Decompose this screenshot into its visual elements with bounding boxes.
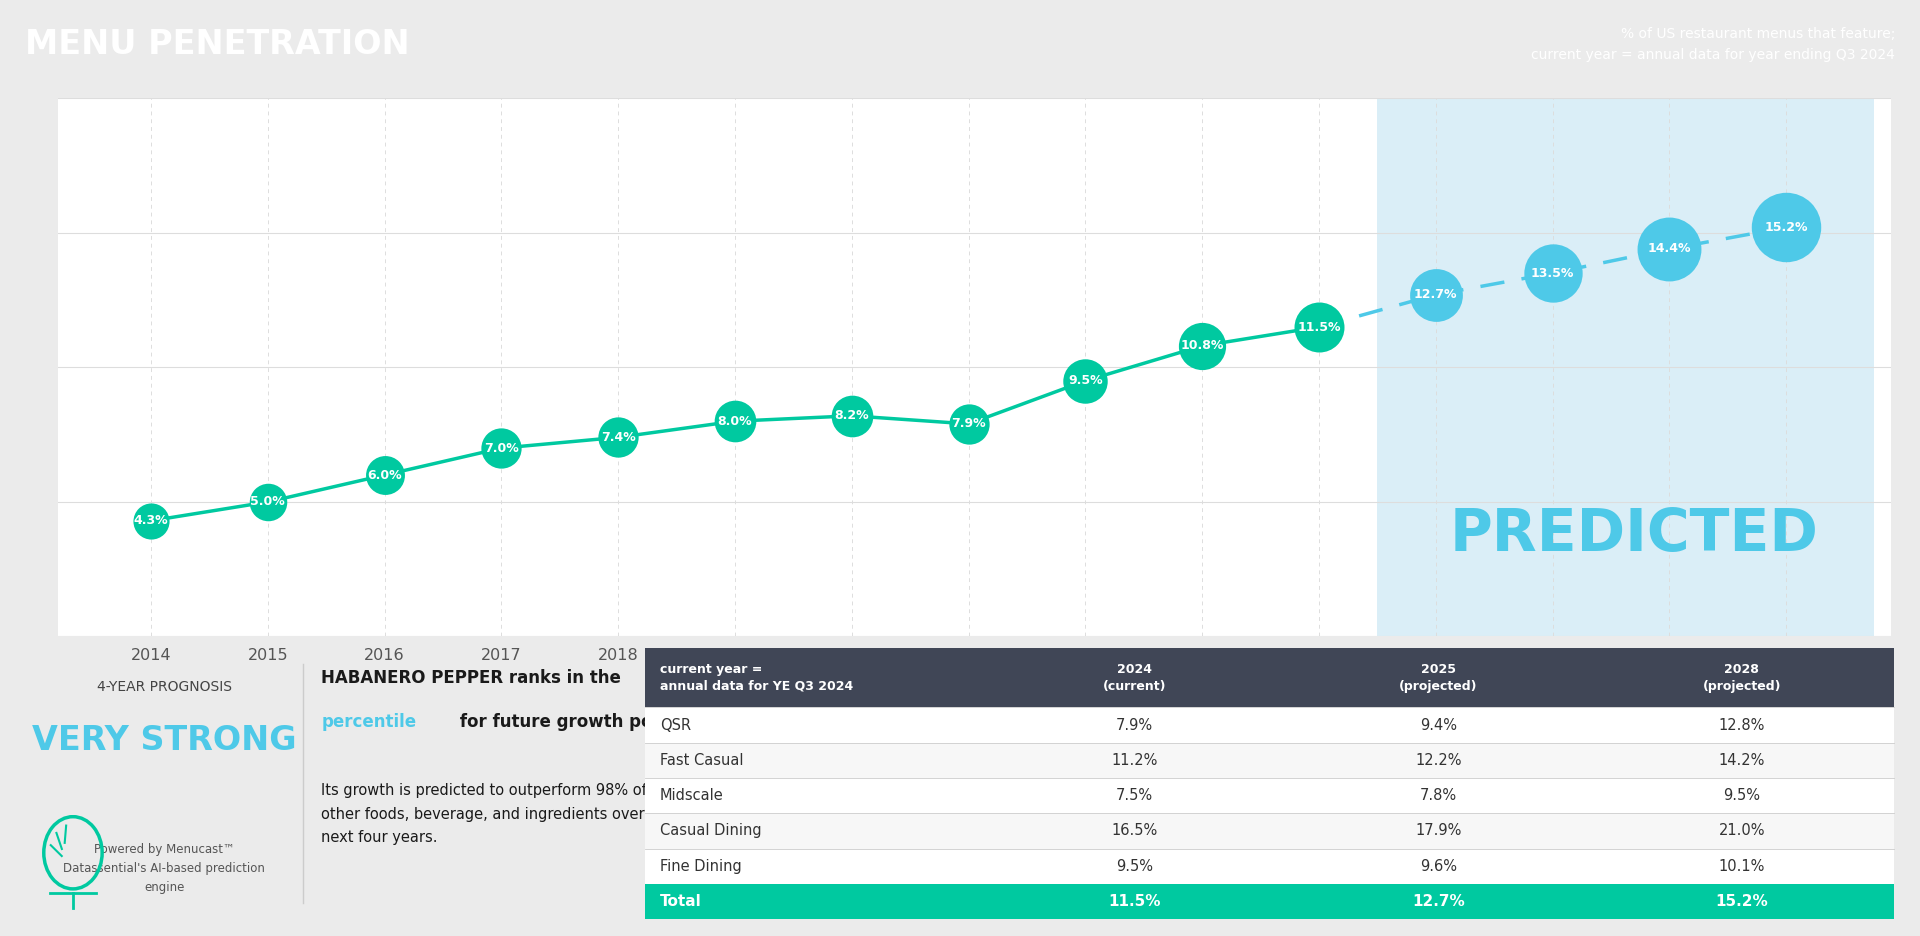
- Bar: [1377, 98, 1874, 636]
- Text: 9.4%: 9.4%: [1419, 718, 1457, 733]
- Text: PREDICTED: PREDICTED: [1450, 505, 1818, 563]
- Text: HABANERO PEPPER ranks in the: HABANERO PEPPER ranks in the: [321, 669, 628, 687]
- Text: 15.2%: 15.2%: [1764, 221, 1809, 234]
- Text: 12.7%: 12.7%: [1413, 288, 1457, 301]
- Text: 7.4%: 7.4%: [601, 431, 636, 444]
- Text: for future growth potential.: for future growth potential.: [455, 713, 720, 731]
- Text: 9.6%: 9.6%: [1419, 858, 1457, 873]
- Text: Its growth is predicted to outperform 98% of all
other foods, beverage, and ingr: Its growth is predicted to outperform 98…: [321, 783, 674, 845]
- FancyBboxPatch shape: [645, 813, 1893, 849]
- FancyBboxPatch shape: [645, 742, 1893, 778]
- Text: 12.8%: 12.8%: [1718, 718, 1764, 733]
- Text: QSR: QSR: [660, 718, 691, 733]
- Text: 9.5%: 9.5%: [1724, 788, 1761, 803]
- Text: Fast Casual: Fast Casual: [660, 753, 743, 768]
- Text: 7.9%: 7.9%: [1116, 718, 1154, 733]
- Text: 2024
(current): 2024 (current): [1102, 663, 1165, 693]
- Text: 15.2%: 15.2%: [1716, 894, 1768, 909]
- Text: 21.0%: 21.0%: [1718, 824, 1764, 839]
- Text: 17.9%: 17.9%: [1415, 824, 1461, 839]
- Text: 4-YEAR PROGNOSIS: 4-YEAR PROGNOSIS: [96, 680, 232, 695]
- Text: 2025
(projected): 2025 (projected): [1400, 663, 1478, 693]
- Text: 9.5%: 9.5%: [1068, 374, 1102, 388]
- Text: 7.0%: 7.0%: [484, 442, 518, 455]
- FancyBboxPatch shape: [645, 708, 1893, 742]
- Text: Midscale: Midscale: [660, 788, 724, 803]
- Text: 14.2%: 14.2%: [1718, 753, 1764, 768]
- Text: Total: Total: [660, 894, 703, 909]
- Text: 12.2%: 12.2%: [1415, 753, 1461, 768]
- Text: 4.3%: 4.3%: [134, 514, 169, 527]
- Text: VERY STRONG: VERY STRONG: [33, 724, 296, 756]
- FancyBboxPatch shape: [645, 778, 1893, 813]
- Text: Fine Dining: Fine Dining: [660, 858, 741, 873]
- FancyBboxPatch shape: [645, 849, 1893, 884]
- Text: 10.8%: 10.8%: [1181, 340, 1223, 352]
- Text: 11.2%: 11.2%: [1112, 753, 1158, 768]
- Text: % of US restaurant menus that feature;
current year = annual data for year endin: % of US restaurant menus that feature; c…: [1530, 27, 1895, 62]
- Text: 8.0%: 8.0%: [718, 415, 753, 428]
- Text: 9.5%: 9.5%: [1116, 858, 1154, 873]
- Text: Casual Dining: Casual Dining: [660, 824, 762, 839]
- Text: Powered by Menucast™
Datassential's AI-based prediction
engine: Powered by Menucast™ Datassential's AI-b…: [63, 843, 265, 894]
- FancyBboxPatch shape: [645, 884, 1893, 919]
- Text: 11.5%: 11.5%: [1298, 320, 1340, 333]
- Text: 7.5%: 7.5%: [1116, 788, 1154, 803]
- Text: 5.0%: 5.0%: [250, 495, 286, 508]
- Text: 2028
(projected): 2028 (projected): [1703, 663, 1782, 693]
- Text: 8.2%: 8.2%: [835, 409, 870, 422]
- Text: 98th: 98th: [693, 669, 735, 687]
- Text: current year =
annual data for YE Q3 2024: current year = annual data for YE Q3 202…: [660, 663, 852, 693]
- FancyBboxPatch shape: [645, 648, 1893, 708]
- Text: 10.1%: 10.1%: [1718, 858, 1764, 873]
- Text: 6.0%: 6.0%: [367, 469, 401, 481]
- Text: 12.7%: 12.7%: [1411, 894, 1465, 909]
- Text: 7.8%: 7.8%: [1419, 788, 1457, 803]
- Text: 14.4%: 14.4%: [1647, 242, 1692, 256]
- Text: 11.5%: 11.5%: [1108, 894, 1162, 909]
- Text: MENU PENETRATION: MENU PENETRATION: [25, 28, 409, 61]
- Text: 7.9%: 7.9%: [950, 417, 985, 431]
- Text: percentile: percentile: [321, 713, 417, 731]
- Text: 13.5%: 13.5%: [1530, 267, 1574, 280]
- Text: 16.5%: 16.5%: [1112, 824, 1158, 839]
